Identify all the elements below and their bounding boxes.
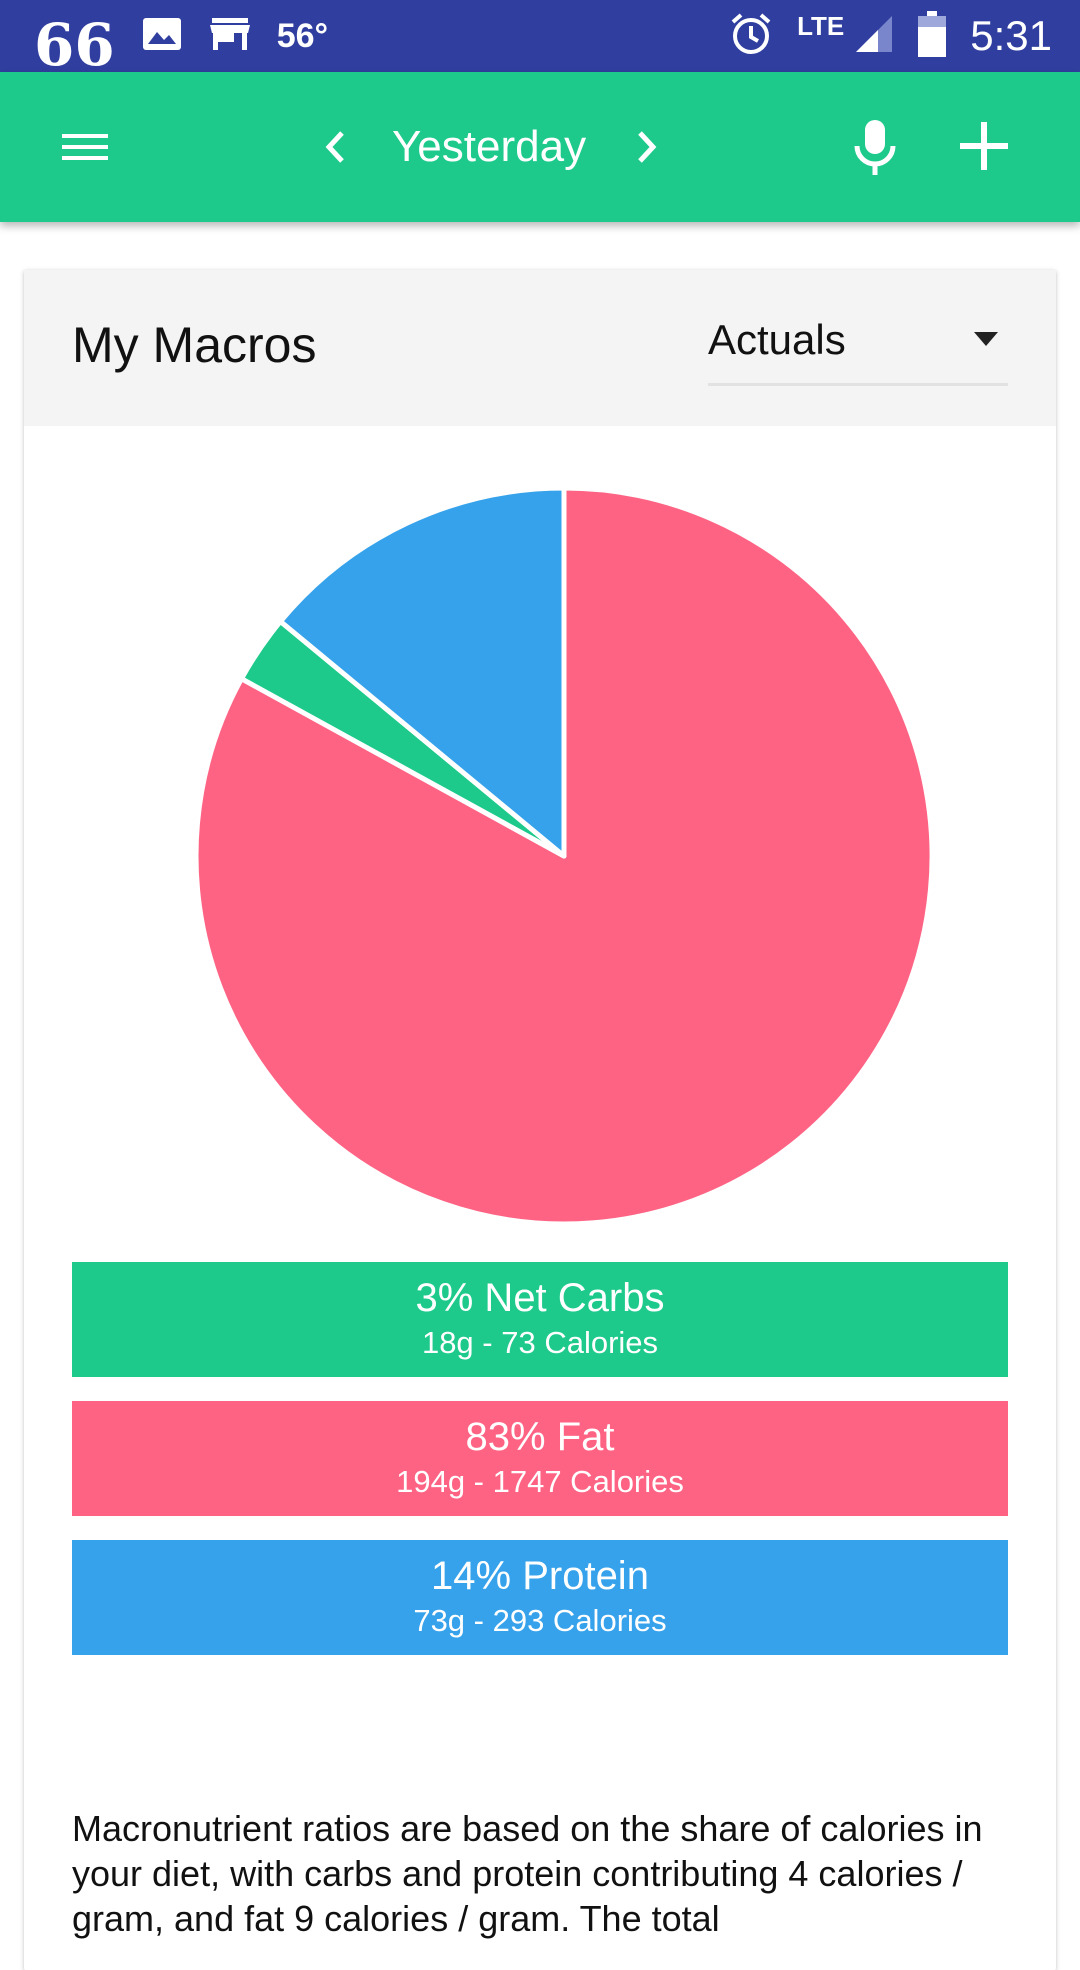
menu-icon xyxy=(62,134,108,160)
signal-icon xyxy=(854,14,894,59)
pie-slice-protein[interactable] xyxy=(277,485,567,859)
net-carbs-percent-label: 3% Net Carbs xyxy=(415,1276,665,1320)
app-bar: Yesterday xyxy=(0,72,1080,222)
image-icon xyxy=(141,16,183,57)
microphone-icon xyxy=(854,120,896,175)
card-header: My Macros Actuals xyxy=(24,270,1056,426)
previous-day-button[interactable] xyxy=(310,107,360,187)
net-carbs-bar[interactable]: 3% Net Carbs 18g - 73 Calories xyxy=(72,1262,1008,1377)
status-right: LTE 5:31 xyxy=(705,10,1052,62)
fat-bar[interactable]: 83% Fat 194g - 1747 Calories xyxy=(72,1401,1008,1516)
plus-icon xyxy=(960,122,1008,170)
chevron-right-icon xyxy=(638,131,657,163)
voice-input-button[interactable] xyxy=(850,116,900,180)
pie-svg xyxy=(193,485,935,1227)
macros-card: My Macros Actuals 3% Net Carbs 18g - 73 … xyxy=(24,270,1056,1970)
next-day-button[interactable] xyxy=(622,107,672,187)
date-label: Yesterday xyxy=(392,122,587,171)
date-navigator: Yesterday xyxy=(310,107,672,187)
protein-bar[interactable]: 14% Protein 73g - 293 Calories xyxy=(72,1540,1008,1655)
protein-detail-label: 73g - 293 Calories xyxy=(413,1603,667,1638)
battery-icon xyxy=(918,10,947,62)
menu-button[interactable] xyxy=(60,122,112,172)
fat-percent-label: 83% Fat xyxy=(465,1415,615,1459)
temperature-text: 56° xyxy=(276,16,329,55)
clock-text: 5:31 xyxy=(970,12,1052,59)
fat-detail-label: 194g - 1747 Calories xyxy=(396,1464,684,1499)
macro-pie-chart xyxy=(174,466,954,1246)
net-carbs-detail-label: 18g - 73 Calories xyxy=(421,1325,659,1360)
add-entry-button[interactable] xyxy=(958,120,1010,172)
network-type-text: LTE xyxy=(797,10,845,41)
status-left: 66 56° xyxy=(34,0,354,74)
store-icon xyxy=(209,16,251,57)
status-bar: 66 56° LTE 5:31 xyxy=(0,0,1080,74)
view-mode-selected: Actuals xyxy=(708,316,846,363)
protein-percent-label: 14% Protein xyxy=(431,1554,649,1598)
quote-icon: 66 xyxy=(34,11,115,79)
chevron-left-icon xyxy=(325,131,344,163)
caret-down-icon xyxy=(974,332,998,346)
macros-explanation-text: Macronutrient ratios are based on the sh… xyxy=(72,1808,983,1939)
view-mode-select[interactable]: Actuals xyxy=(708,314,1008,386)
card-title: My Macros xyxy=(72,317,317,373)
alarm-icon xyxy=(729,12,773,61)
